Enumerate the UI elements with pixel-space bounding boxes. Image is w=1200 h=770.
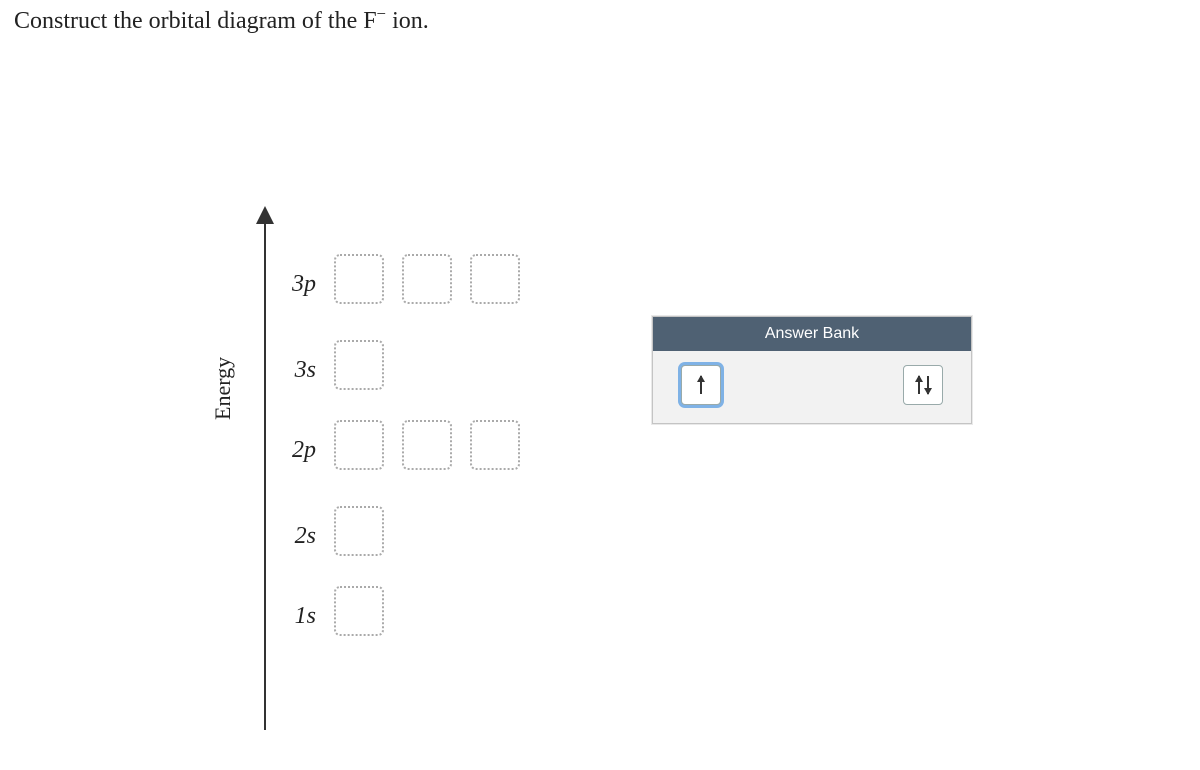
level-label-2s: 2s — [286, 523, 316, 550]
answer-bank-panel: Answer Bank — [652, 316, 972, 424]
level-3s: 3s — [286, 340, 384, 390]
spin-up-icon — [697, 374, 705, 396]
tile-spin-up[interactable] — [681, 365, 721, 405]
orbital-slot-3p-2[interactable] — [402, 254, 452, 304]
level-3p: 3p — [286, 254, 520, 304]
level-1s: 1s — [286, 586, 384, 636]
question-text: Construct the orbital diagram of the F− … — [14, 4, 429, 35]
tile-spin-pair[interactable] — [903, 365, 943, 405]
level-2s: 2s — [286, 506, 384, 556]
energy-axis-line — [264, 210, 266, 730]
spin-down-icon — [924, 374, 932, 396]
energy-axis-label: Energy — [210, 357, 236, 420]
orbital-slot-2p-3[interactable] — [470, 420, 520, 470]
level-label-1s: 1s — [286, 603, 316, 630]
orbital-slot-3p-1[interactable] — [334, 254, 384, 304]
question-prefix: Construct the orbital diagram of the F — [14, 8, 377, 34]
orbital-slot-3p-3[interactable] — [470, 254, 520, 304]
answer-bank-title: Answer Bank — [653, 317, 971, 351]
question-suffix: ion. — [386, 8, 429, 34]
spin-up-icon — [915, 374, 923, 396]
question-charge: − — [377, 4, 386, 23]
orbital-slot-1s-1[interactable] — [334, 586, 384, 636]
orbital-diagram: Energy 3p 3s 2p 2s 1s — [200, 210, 580, 740]
level-2p: 2p — [286, 420, 520, 470]
orbital-slot-2p-2[interactable] — [402, 420, 452, 470]
level-label-2p: 2p — [286, 437, 316, 464]
level-label-3s: 3s — [286, 357, 316, 384]
orbital-slot-2s-1[interactable] — [334, 506, 384, 556]
level-label-3p: 3p — [286, 271, 316, 298]
orbital-slot-3s-1[interactable] — [334, 340, 384, 390]
answer-bank-body — [653, 351, 971, 423]
orbital-slot-2p-1[interactable] — [334, 420, 384, 470]
